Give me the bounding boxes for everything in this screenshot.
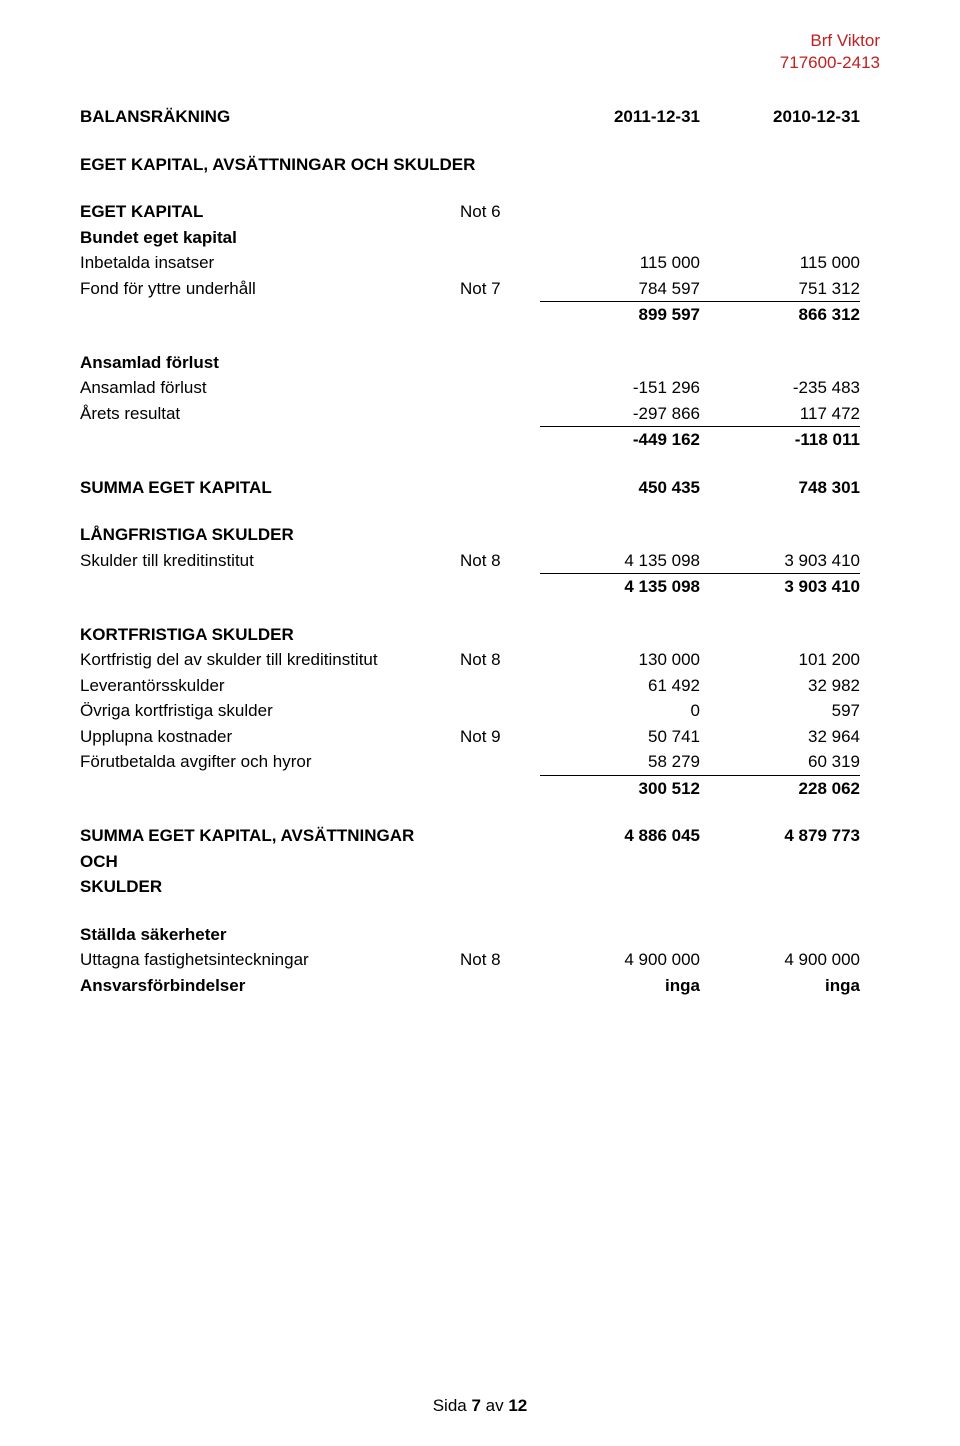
row-lang-sum: 4 135 098 3 903 410 xyxy=(80,574,880,600)
stallda-heading: Ställda säkerheter xyxy=(80,922,880,948)
row-kort-kredit: Kortfristig del av skulder till kreditin… xyxy=(80,647,880,673)
header-org: Brf Viktor 717600-2413 xyxy=(80,30,880,74)
kort-heading: KORTFRISTIGA SKULDER xyxy=(80,622,880,648)
row-uttagna: Uttagna fastighetsinteckningar Not 8 4 9… xyxy=(80,947,880,973)
row-inbetalda: Inbetalda insatser 115 000 115 000 xyxy=(80,250,880,276)
row-summa-ek: SUMMA EGET KAPITAL 450 435 748 301 xyxy=(80,475,880,501)
title-row: BALANSRÄKNING 2011-12-31 2010-12-31 xyxy=(80,104,880,130)
ansamlad-heading: Ansamlad förlust xyxy=(80,350,880,376)
row-upplupna: Upplupna kostnader Not 9 50 741 32 964 xyxy=(80,724,880,750)
row-ansvars: Ansvarsförbindelser inga inga xyxy=(80,973,880,999)
bundet-heading: Bundet eget kapital xyxy=(80,225,880,251)
lang-heading: LÅNGFRISTIGA SKULDER xyxy=(80,522,880,548)
balance-title: BALANSRÄKNING xyxy=(80,104,460,130)
row-fond: Fond för yttre underhåll Not 7 784 597 7… xyxy=(80,276,880,303)
org-number: 717600-2413 xyxy=(80,52,880,74)
row-arets-resultat: Årets resultat -297 866 117 472 xyxy=(80,401,880,428)
row-summa-all-2: SKULDER xyxy=(80,874,880,900)
row-ansamlad-forlust: Ansamlad förlust -151 296 -235 483 xyxy=(80,375,880,401)
page: Brf Viktor 717600-2413 BALANSRÄKNING 201… xyxy=(0,0,960,1446)
row-summa-all: SUMMA EGET KAPITAL, AVSÄTTNINGAR OCH 4 8… xyxy=(80,823,880,874)
ek-row: EGET KAPITAL Not 6 xyxy=(80,199,880,225)
section-ek-heading: EGET KAPITAL, AVSÄTTNINGAR OCH SKULDER xyxy=(80,152,880,178)
col-date-2: 2010-12-31 xyxy=(700,104,860,130)
row-ovriga: Övriga kortfristiga skulder 0 597 xyxy=(80,698,880,724)
col-date-1: 2011-12-31 xyxy=(540,104,700,130)
row-leverantor: Leverantörsskulder 61 492 32 982 xyxy=(80,673,880,699)
row-skulder-kredit: Skulder till kreditinstitut Not 8 4 135 … xyxy=(80,548,880,575)
page-footer: Sida 7 av 12 xyxy=(0,1396,960,1416)
row-bundet-sum: 899 597 866 312 xyxy=(80,302,880,328)
row-kort-sum: 300 512 228 062 xyxy=(80,776,880,802)
row-forutbetalda: Förutbetalda avgifter och hyror 58 279 6… xyxy=(80,749,880,776)
row-ansamlad-sum: -449 162 -118 011 xyxy=(80,427,880,453)
org-name: Brf Viktor xyxy=(80,30,880,52)
